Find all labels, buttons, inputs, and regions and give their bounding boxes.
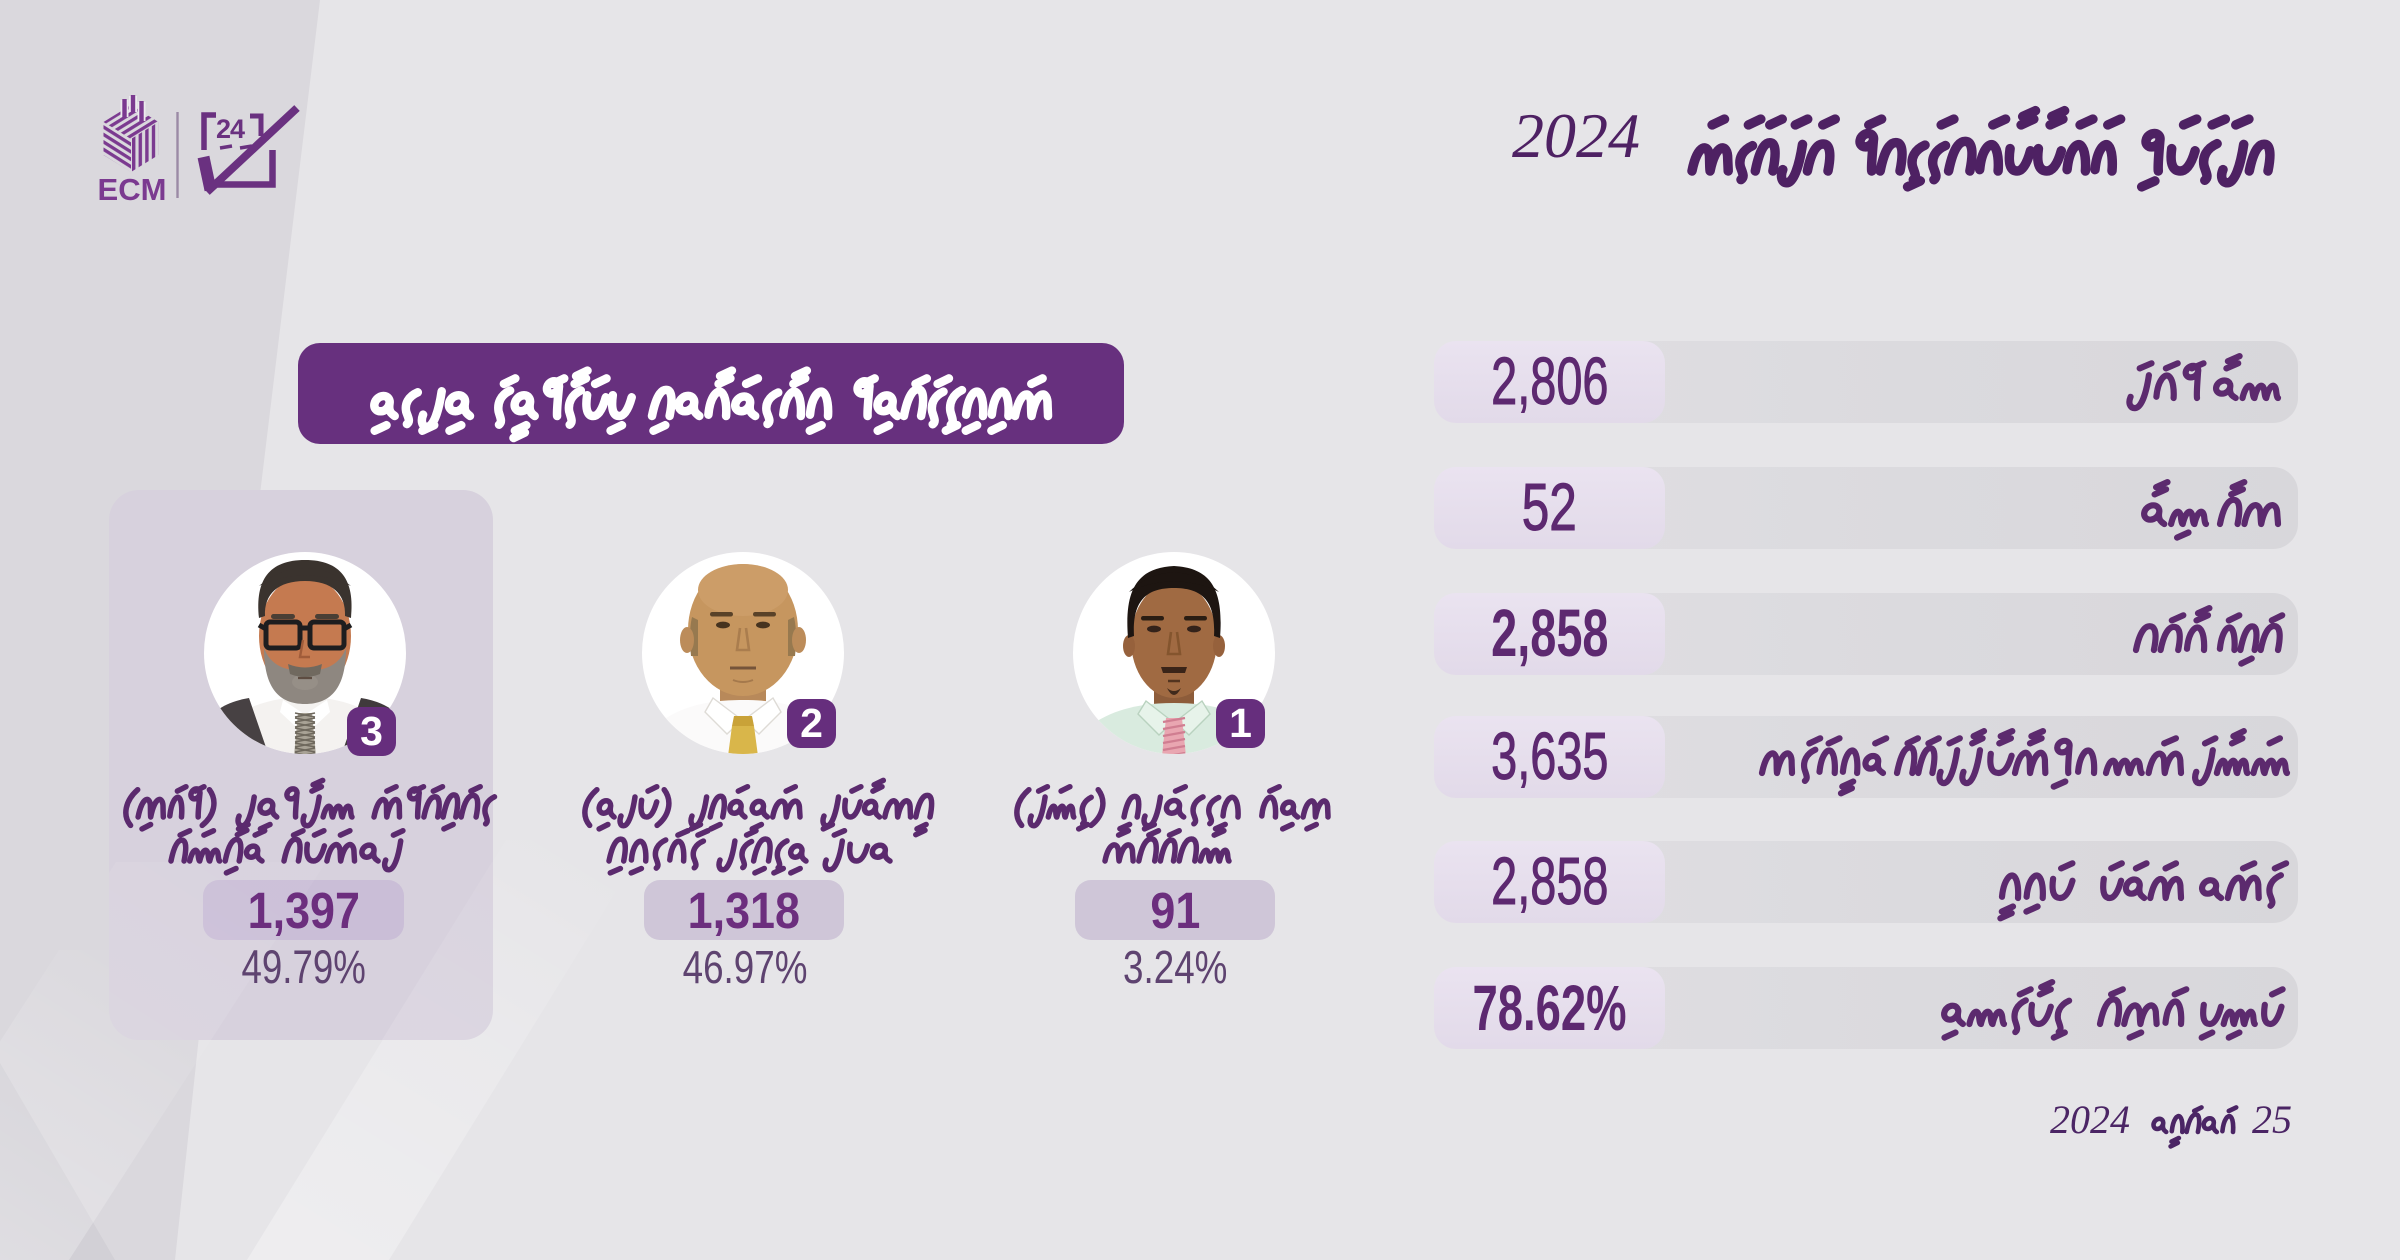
svg-text:ECM: ECM [98,172,167,207]
svg-text:24: 24 [216,114,245,144]
